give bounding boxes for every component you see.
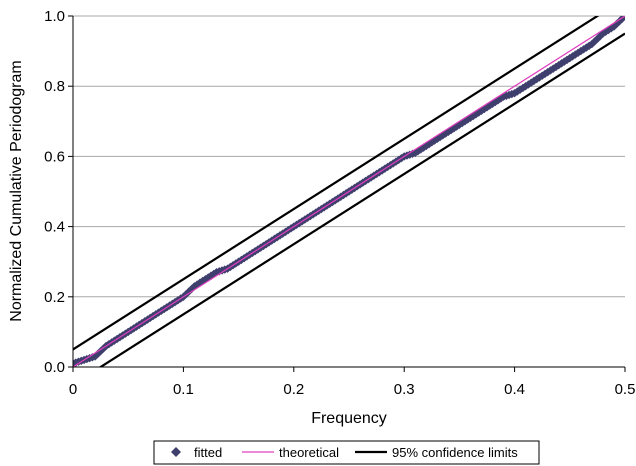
fitted-point <box>607 24 616 33</box>
legend-label-confidence: 95% confidence limits <box>392 445 518 460</box>
fitted-point <box>532 74 541 84</box>
y-tick-label: 0.0 <box>44 359 65 376</box>
fitted-point <box>510 89 519 98</box>
fitted-point <box>540 69 550 79</box>
legend: fitted theoretical 95% confidence limits <box>153 440 540 465</box>
fitted-point <box>535 73 544 82</box>
axes <box>72 16 625 368</box>
fitted-point <box>601 27 610 36</box>
y-tick-label: 0.2 <box>44 289 65 306</box>
fitted-point <box>612 19 621 29</box>
fitted-point <box>579 45 588 54</box>
fitted-point <box>526 78 536 87</box>
y-axis-title: Normalized Cumulative Periodogram <box>8 60 25 321</box>
y-tick-label: 0.6 <box>44 148 65 165</box>
fitted-point <box>546 66 555 75</box>
y-tick-label: 0.8 <box>44 78 65 95</box>
plot-area <box>73 16 625 367</box>
x-tick-label: 0.2 <box>283 381 304 398</box>
fitted-point <box>482 103 492 112</box>
lower-confidence-limit-line <box>98 32 625 367</box>
fitted-point <box>598 29 608 38</box>
fitted-point <box>474 108 483 117</box>
fitted-point <box>615 17 624 26</box>
y-tick-label: 1.0 <box>44 8 65 25</box>
fitted-point <box>595 31 605 41</box>
upper-confidence-limit-line <box>73 16 600 351</box>
fitted-point <box>565 53 574 63</box>
fitted-point <box>562 55 572 65</box>
y-ticks: 0.0 0.2 0.4 0.6 0.8 1.0 <box>44 8 73 376</box>
fitted-point <box>491 97 500 107</box>
gridlines <box>73 15 625 298</box>
legend-label-fitted: fitted <box>194 445 222 460</box>
legend-label-theoretical: theoretical <box>279 445 339 460</box>
fitted-markers <box>73 16 625 367</box>
legend-box <box>153 440 540 465</box>
fitted-point <box>466 113 475 122</box>
y-tick-label: 0.4 <box>44 219 65 236</box>
fitted-point <box>529 76 539 86</box>
fitted-point <box>568 52 577 61</box>
legend-fitted-marker-icon <box>171 447 181 457</box>
fitted-point <box>573 48 583 58</box>
x-ticks: 0 0.1 0.2 0.3 0.4 0.5 <box>69 367 636 398</box>
x-tick-label: 0.4 <box>504 381 525 398</box>
x-tick-label: 0.3 <box>394 381 415 398</box>
x-tick-label: 0.5 <box>615 381 636 398</box>
fitted-point <box>538 71 547 80</box>
fitted-point <box>560 57 569 66</box>
x-axis-title: Frequency <box>311 410 387 427</box>
fitted-point <box>571 50 580 59</box>
x-tick-label: 0 <box>69 381 77 398</box>
x-tick-label: 0.1 <box>173 381 194 398</box>
fitted-point <box>543 67 552 77</box>
theoretical-line <box>73 16 625 367</box>
fitted-point <box>604 25 613 35</box>
